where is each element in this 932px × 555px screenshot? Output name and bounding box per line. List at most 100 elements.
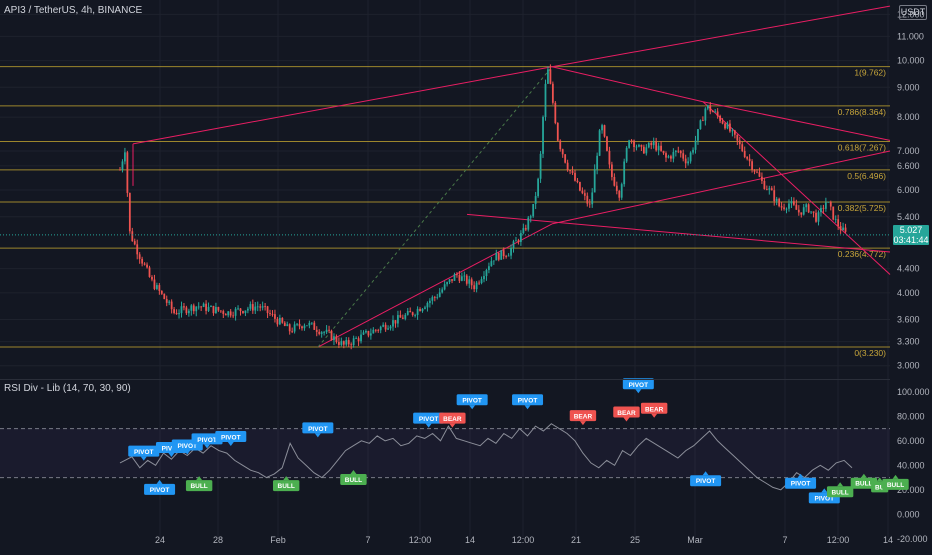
candle: [155, 282, 158, 291]
candle-body: [721, 121, 724, 124]
candle-body: [706, 105, 709, 109]
candle: [170, 299, 173, 314]
price-axis-label: 6.000: [897, 185, 920, 195]
trend-line: [551, 66, 704, 103]
candle-body: [761, 176, 763, 181]
candle: [529, 214, 532, 223]
candle-body: [519, 233, 522, 242]
candle-body: [672, 152, 675, 159]
candle: [544, 79, 547, 121]
rsi-indicator-title: RSI Div - Lib (14, 70, 30, 90): [4, 383, 131, 394]
candle-body: [200, 306, 203, 308]
candle: [261, 301, 264, 311]
candle-body: [210, 305, 212, 307]
bull-label: BULL: [272, 476, 300, 492]
candle: [232, 311, 235, 319]
candle: [593, 164, 596, 193]
candle: [173, 306, 176, 315]
trend-line: [466, 213, 891, 253]
candle: [788, 199, 790, 212]
candle-body: [579, 182, 581, 191]
label-box: [850, 477, 878, 489]
candle: [335, 334, 338, 344]
candle-body: [588, 203, 591, 205]
candle-body: [524, 228, 527, 230]
candle-body: [271, 313, 274, 315]
candle-body: [532, 203, 535, 217]
candle: [298, 319, 301, 330]
candle-body: [559, 140, 562, 150]
candle: [320, 331, 323, 338]
candle: [183, 303, 185, 311]
candle-body: [783, 207, 785, 209]
fib-level-label: 1(9.762): [854, 68, 886, 78]
candle-body: [372, 329, 375, 334]
candle-body: [650, 142, 653, 146]
candle: [697, 128, 699, 145]
candle-body: [667, 156, 670, 158]
rsi-axis-label: -20.000: [897, 534, 928, 544]
candle-body: [817, 212, 820, 222]
candle: [524, 224, 527, 232]
candle-body: [251, 304, 254, 311]
candle-body: [219, 310, 222, 312]
candle: [318, 329, 321, 336]
candle: [254, 302, 257, 314]
candle-body: [701, 120, 704, 122]
candle-body: [714, 111, 717, 113]
candle: [374, 329, 377, 333]
candle-body: [126, 152, 129, 193]
candle: [682, 149, 685, 162]
candle: [357, 336, 360, 346]
candle-body: [736, 134, 739, 141]
fib-level-label: 0.5(6.496): [847, 171, 886, 181]
candle-body: [246, 308, 249, 311]
label-box: [826, 486, 854, 498]
candle: [741, 141, 744, 153]
candle-body: [758, 172, 761, 177]
candle: [271, 310, 274, 317]
candle-body: [507, 255, 510, 257]
candle: [615, 181, 618, 195]
candle: [505, 254, 508, 259]
candle: [426, 301, 429, 312]
label-pointer: [876, 477, 883, 482]
bear-label: BEAR: [613, 406, 640, 422]
candle: [596, 152, 599, 175]
candle: [679, 150, 682, 158]
candle: [210, 305, 212, 308]
candle-body: [128, 192, 131, 232]
candle: [748, 154, 751, 167]
candle-body: [763, 180, 766, 190]
candle-body: [136, 244, 139, 255]
candle: [569, 169, 571, 175]
candle-body: [261, 306, 264, 308]
candle-body: [586, 195, 589, 204]
candle-body: [202, 303, 205, 307]
label-text: BULL: [345, 477, 362, 484]
pane-separator[interactable]: [0, 379, 890, 380]
candle: [797, 205, 800, 216]
candle: [274, 309, 276, 323]
price-axis-label: 9.000: [897, 82, 920, 92]
candle-body: [844, 227, 847, 232]
candle-body: [583, 193, 586, 196]
candle-body: [333, 336, 335, 341]
candle: [148, 265, 151, 278]
time-axis-label: 25: [630, 535, 640, 545]
candle-body: [387, 328, 389, 330]
candle-body: [542, 116, 544, 154]
candle-body: [731, 130, 734, 132]
candle-body: [729, 123, 731, 132]
candle: [269, 309, 271, 316]
candle: [778, 197, 781, 208]
candle-body: [488, 266, 490, 270]
candle: [729, 119, 731, 133]
candle: [527, 215, 530, 232]
candle-body: [291, 331, 294, 333]
currency-badge[interactable]: USDT: [899, 5, 927, 20]
price-axis-label: 8.000: [897, 112, 920, 122]
candle: [369, 328, 372, 340]
